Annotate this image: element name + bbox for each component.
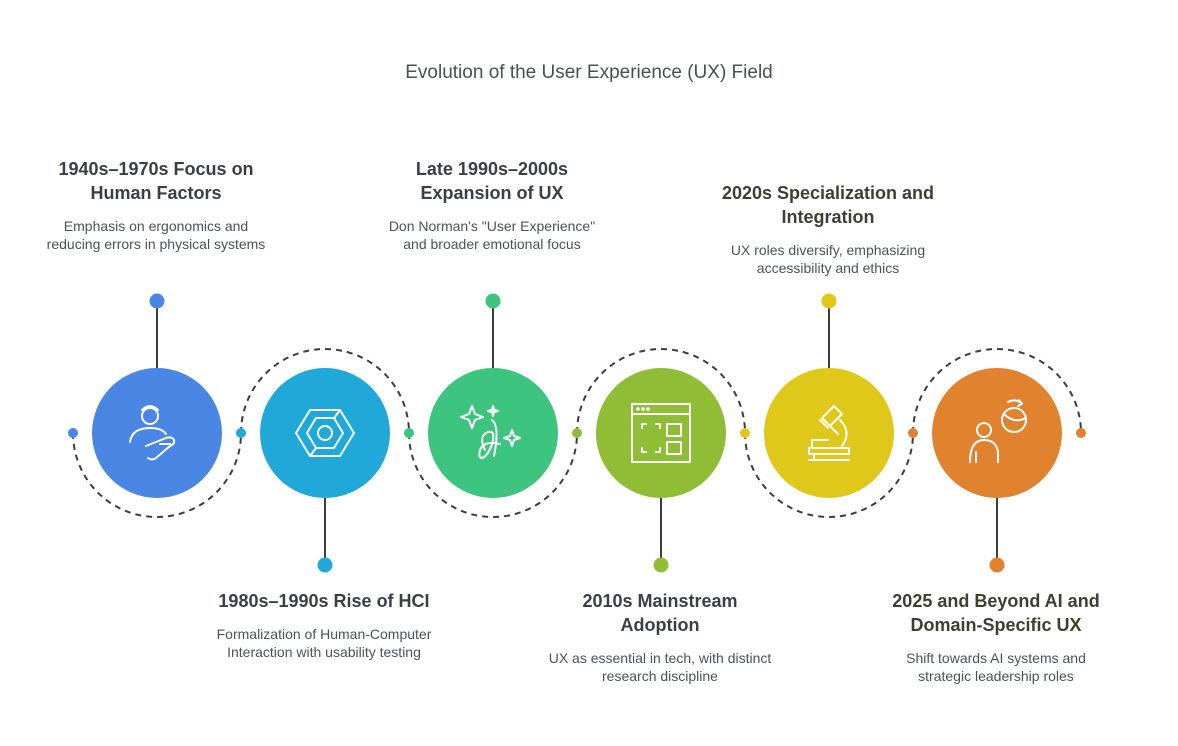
- junction-dot: [236, 428, 246, 438]
- junction-dot: [404, 428, 414, 438]
- stem-dot-6: [989, 557, 1005, 573]
- stage-heading: Late 1990s–2000s Expansion of UX: [415, 159, 569, 203]
- stage-3-text: Late 1990s–2000s Expansion of UX Don Nor…: [377, 157, 607, 253]
- sparkle-signature-icon: [460, 405, 521, 459]
- stem-dot-5: [821, 293, 837, 309]
- stage-6-text: 2025 and Beyond AI and Domain-Specific U…: [881, 589, 1111, 685]
- junction-dot: [68, 428, 78, 438]
- stage-2-text: 1980s–1990s Rise of HCI Formalization of…: [209, 589, 439, 661]
- stage-description: UX as essential in tech, with distinct r…: [548, 650, 772, 684]
- stage-description: UX roles diversify, emphasizing accessib…: [730, 242, 926, 276]
- timeline-arc-4: [576, 348, 746, 434]
- junction-dot: [572, 428, 582, 438]
- stage-circle-5: [764, 368, 894, 498]
- stage-description: Don Norman's "User Experience" and broad…: [388, 218, 596, 252]
- junction-dot: [908, 428, 918, 438]
- timeline-arc-2: [240, 348, 410, 434]
- stage-description: Emphasis on ergonomics and reducing erro…: [46, 218, 266, 252]
- stage-heading: 2010s Mainstream Adoption: [582, 591, 738, 635]
- stage-description: Formalization of Human-Computer Interact…: [216, 626, 432, 660]
- stage-4-text: 2010s Mainstream Adoption UX as essentia…: [545, 589, 775, 685]
- microscope-icon: [808, 405, 850, 461]
- stem-dot-1: [149, 293, 165, 309]
- stage-circle-4: [596, 368, 726, 498]
- stem-dot-4: [653, 557, 669, 573]
- stage-1-text: 1940s–1970s Focus on Human Factors Empha…: [41, 157, 271, 253]
- stage-description: Shift towards AI systems and strategic l…: [906, 650, 1086, 684]
- junction-dot: [1076, 428, 1086, 438]
- stage-circle-6: [932, 368, 1062, 498]
- timeline-arc-3: [408, 432, 578, 518]
- person-hand-icon: [129, 405, 176, 461]
- timeline-arc-1: [72, 432, 242, 518]
- hexagon-cube-icon: [295, 409, 355, 457]
- stem-dot-3: [485, 293, 501, 309]
- timeline-path: [72, 348, 1082, 518]
- browser-layout-icon: [631, 403, 691, 463]
- junction-dot: [740, 428, 750, 438]
- stem-dot-2: [317, 557, 333, 573]
- stage-5-text: 2020s Specialization and Integration UX …: [713, 181, 943, 277]
- stage-heading: 1940s–1970s Focus on Human Factors: [58, 159, 254, 203]
- timeline-arc-6: [912, 348, 1082, 434]
- stage-circle-2: [260, 368, 390, 498]
- person-globe-icon: [969, 399, 1027, 463]
- timeline-arc-5: [744, 432, 914, 518]
- stage-heading: 1980s–1990s Rise of HCI: [218, 591, 430, 611]
- stage-circle-1: [92, 368, 222, 498]
- page-title: Evolution of the User Experience (UX) Fi…: [405, 62, 773, 83]
- stage-heading: 2020s Specialization and Integration: [721, 183, 935, 227]
- stage-heading: 2025 and Beyond AI and Domain-Specific U…: [892, 591, 1100, 635]
